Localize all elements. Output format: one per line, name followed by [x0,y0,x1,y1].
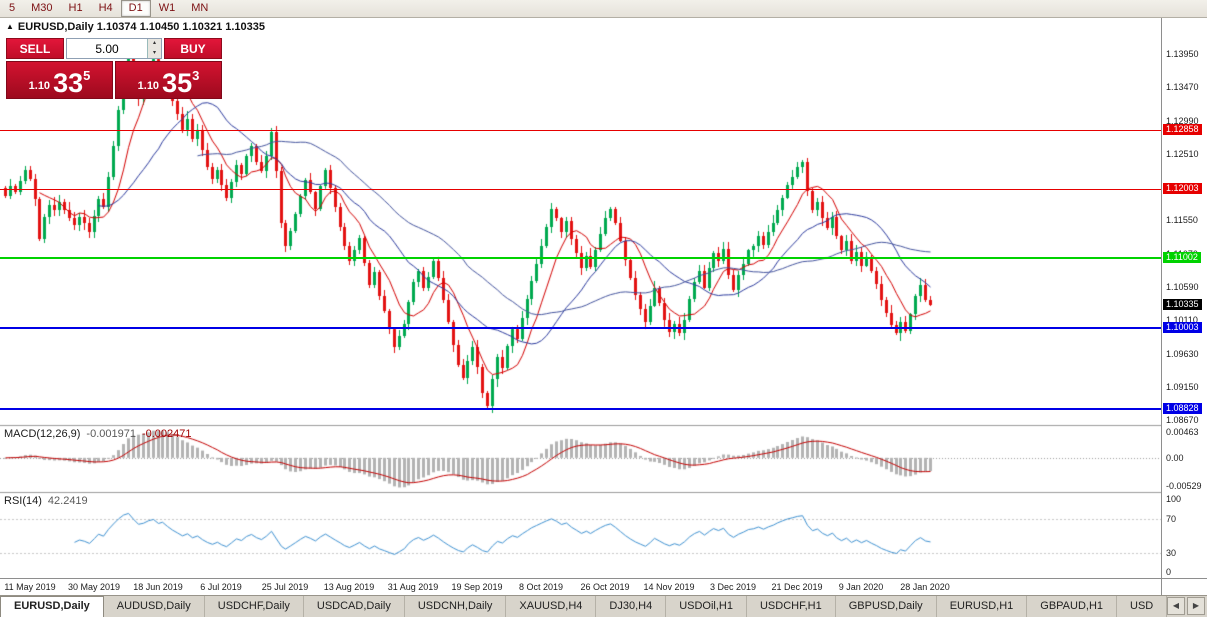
rsi-name: RSI(14) [4,495,42,507]
chart-tab-usdoil-h1[interactable]: USDOil,H1 [666,596,747,617]
tab-scroll-right-button[interactable]: ▶ [1187,597,1205,615]
chart-ohlc-values: 1.10374 1.10450 1.10321 1.10335 [96,21,265,33]
date-label: 14 Nov 2019 [643,582,695,592]
date-label: 19 Sep 2019 [451,582,503,592]
buy-button[interactable]: BUY [164,38,222,59]
chart-tab-dj30-h4[interactable]: DJ30,H4 [596,596,667,617]
chart-tab-audusd-daily[interactable]: AUDUSD,Daily [104,596,205,617]
date-label: 18 Jun 2019 [133,582,183,592]
chart-tab-xauusd-h4[interactable]: XAUUSD,H4 [506,596,597,617]
macd-indicator-label: MACD(12,26,9) -0.001971 -0.002471 [4,428,192,440]
time-axis-scale[interactable]: 11 May 2019 30 May 2019 18 Jun 2019 6 Jul 2… [0,578,1161,595]
date-label: 21 Dec 2019 [771,582,823,592]
chart-tab-usdcad-daily[interactable]: USDCAD,Daily [304,596,405,617]
chart-tabs-bar: EURUSD,Daily AUDUSD,Daily USDCHF,Daily USDC… [0,595,1207,617]
chart-tab-usdchf-daily[interactable]: USDCHF,Daily [205,596,304,617]
horizontal-line-1.11002[interactable] [0,257,1161,259]
buy-price-pips: 35 [162,68,193,98]
volume-decrease-icon[interactable]: ▾ [148,48,161,58]
date-label: 3 Dec 2019 [709,582,757,592]
timeframe-button-H1[interactable]: H1 [68,2,83,14]
date-label: 9 Jan 2020 [838,582,884,592]
sell-price-base: 1.10 [28,80,51,92]
timeframe-button-MN[interactable]: MN [191,2,209,14]
horizontal-line-1.12858[interactable] [0,130,1161,131]
one-click-trade-panel: SELL ▴ ▾ BUY 1.10 33 5 1.10 [6,38,222,99]
date-label: 25 Jul 2019 [261,582,309,592]
date-label: 11 May 2019 [4,582,56,592]
chart-tab-eurusd-daily[interactable]: EURUSD,Daily [0,596,104,617]
buy-price-base: 1.10 [137,80,160,92]
price-tag-1.12858: 1.12858 [1163,124,1202,135]
horizontal-line-1.10003[interactable] [0,327,1161,329]
price-axis-scale[interactable]: 1.139501.134701.129901.125101.120301.115… [1161,18,1207,578]
rsi-axis-label: 70 [1166,514,1177,524]
price-chart-canvas[interactable] [0,18,1161,578]
collapse-trade-panel-icon[interactable]: ▲ [6,22,14,31]
price-tick: 1.09150 [1166,382,1199,392]
axis-corner [1161,578,1207,595]
chart-region: ▲ EURUSD,Daily 1.10374 1.10450 1.10321 1.… [0,18,1161,578]
price-tag-1.11002: 1.11002 [1163,252,1201,263]
macd-value-signal: -0.002471 [141,428,192,440]
price-tick: 1.11550 [1166,215,1198,225]
rsi-axis-label: 0 [1166,567,1172,577]
price-tick: 1.10590 [1166,282,1199,292]
macd-value-main: -0.001971 [86,428,136,440]
macd-axis-label: -0.00529 [1166,481,1202,491]
timeframe-toolbar: 5 M30 H1 H4 D1 W1 MN [0,0,1207,18]
rsi-indicator-label: RSI(14) 42.2419 [4,495,88,507]
sell-price-button[interactable]: 1.10 33 5 [6,61,113,99]
volume-stepper: ▴ ▾ [66,38,162,59]
timeframe-button-D1[interactable]: D1 [120,0,151,17]
price-tick: 1.13950 [1166,49,1199,59]
timeframe-button-W1[interactable]: W1 [158,2,176,14]
date-label: 31 Aug 2019 [387,582,439,592]
date-label: 6 Jul 2019 [200,582,242,592]
volume-increase-icon[interactable]: ▴ [148,39,161,49]
price-tick: 1.12510 [1166,149,1199,159]
chart-symbol-label: EURUSD,Daily [17,21,94,33]
price-tag-1.12003: 1.12003 [1163,183,1202,194]
buy-price-button[interactable]: 1.10 35 3 [115,61,222,99]
price-tag-1.10003: 1.10003 [1163,322,1202,333]
price-tick: 1.13470 [1166,82,1199,92]
chart-tab-gbpusd-daily[interactable]: GBPUSD,Daily [836,596,937,617]
chart-tab-gbpaud-h1[interactable]: GBPAUD,H1 [1027,596,1118,617]
price-tick: 1.10110 [1166,315,1198,325]
date-label: 8 Oct 2019 [518,582,564,592]
date-label: 28 Jan 2020 [900,582,950,592]
current-price-tag: 1.10335 [1163,299,1202,310]
price-tick: 1.09630 [1166,349,1199,359]
macd-axis-label: 0.00 [1166,453,1184,463]
price-tag-1.08828: 1.08828 [1163,403,1202,414]
date-label: 13 Aug 2019 [323,582,375,592]
chart-symbol-header: ▲ EURUSD,Daily 1.10374 1.10450 1.10321 1.… [6,21,265,33]
chart-tab-usd[interactable]: USD [1117,596,1168,617]
sell-button[interactable]: SELL [6,38,64,59]
timeframe-button-5[interactable]: 5 [9,2,16,14]
horizontal-line-1.08828[interactable] [0,408,1161,410]
rsi-value: 42.2419 [47,495,88,507]
timeframe-button-H4[interactable]: H4 [98,2,113,14]
date-label: 26 Oct 2019 [580,582,630,592]
chart-tab-usdcnh-daily[interactable]: USDCNH,Daily [405,596,507,617]
rsi-axis-label: 100 [1166,494,1182,504]
volume-input[interactable] [67,39,147,58]
sell-price-pips: 33 [53,68,84,98]
buy-price-point: 3 [192,68,200,83]
rsi-axis-label: 30 [1166,548,1177,558]
price-tick: 1.08670 [1166,415,1199,425]
price-tick: 1.12990 [1166,116,1199,126]
sell-price-point: 5 [83,68,91,83]
timeframe-button-M30[interactable]: M30 [31,2,53,14]
chart-tab-usdchf-h1[interactable]: USDCHF,H1 [747,596,836,617]
chart-tab-eurusd-h1[interactable]: EURUSD,H1 [937,596,1028,617]
horizontal-line-1.12003[interactable] [0,189,1161,190]
date-label: 30 May 2019 [67,582,121,592]
macd-axis-label: 0.00463 [1166,427,1199,437]
tab-scroll-left-button[interactable]: ◀ [1167,597,1185,615]
macd-name: MACD(12,26,9) [4,428,81,440]
